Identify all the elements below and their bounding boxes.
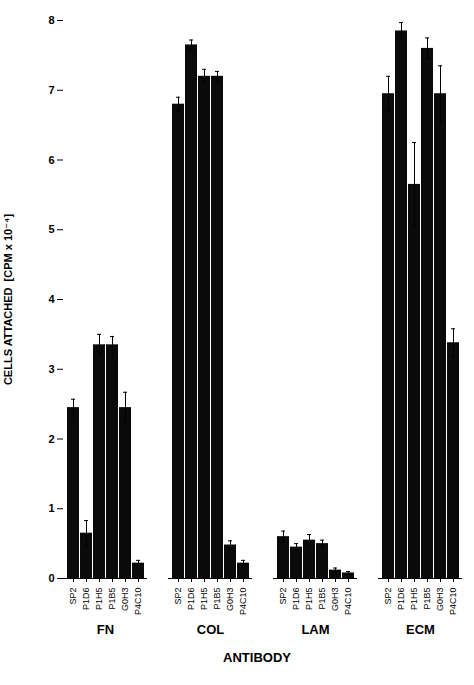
svg-text:P1B5: P1B5 — [107, 588, 117, 610]
svg-text:CELLS ATTACHED [CPM x 10⁻⁴]: CELLS ATTACHED [CPM x 10⁻⁴] — [2, 214, 14, 385]
svg-text:P1H5: P1H5 — [409, 588, 419, 611]
svg-text:P1B5: P1B5 — [212, 588, 222, 610]
svg-text:G0H3: G0H3 — [330, 588, 340, 612]
svg-text:SP2: SP2 — [383, 588, 393, 605]
svg-text:5: 5 — [48, 223, 54, 235]
svg-text:P1H5: P1H5 — [94, 588, 104, 611]
svg-text:ECM: ECM — [406, 622, 435, 637]
svg-text:SP2: SP2 — [278, 588, 288, 605]
svg-text:8: 8 — [48, 14, 54, 26]
svg-text:P1D6: P1D6 — [396, 588, 406, 611]
html-text:ANTIBODY: ANTIBODY — [223, 650, 291, 665]
svg-text:P1B5: P1B5 — [317, 588, 327, 610]
svg-text:3: 3 — [48, 363, 54, 375]
svg-text:COL: COL — [197, 622, 225, 637]
svg-text:P4C10: P4C10 — [343, 588, 353, 616]
svg-text:P1H5: P1H5 — [199, 588, 209, 611]
svg-text:2: 2 — [48, 433, 54, 445]
svg-text:0: 0 — [48, 572, 54, 584]
svg-text:P1D6: P1D6 — [81, 588, 91, 611]
svg-text:G0H3: G0H3 — [225, 588, 235, 612]
svg-text:FN: FN — [97, 622, 114, 637]
svg-text:P1H5: P1H5 — [304, 588, 314, 611]
svg-text:G0H3: G0H3 — [120, 588, 130, 612]
svg-text:P1D6: P1D6 — [291, 588, 301, 611]
svg-text:6: 6 — [48, 154, 54, 166]
svg-text:P1D6: P1D6 — [186, 588, 196, 611]
svg-text:P1B5: P1B5 — [422, 588, 432, 610]
svg-text:7: 7 — [48, 84, 54, 96]
svg-text:P4C10: P4C10 — [133, 588, 143, 616]
svg-text:SP2: SP2 — [68, 588, 78, 605]
svg-text:1: 1 — [48, 502, 54, 514]
svg-text:P4C10: P4C10 — [238, 588, 248, 616]
svg-text:4: 4 — [48, 293, 55, 305]
svg-text:LAM: LAM — [301, 622, 329, 637]
svg-text:SP2: SP2 — [173, 588, 183, 605]
svg-text:G0H3: G0H3 — [435, 588, 445, 612]
svg-text:P4C10: P4C10 — [448, 588, 458, 616]
